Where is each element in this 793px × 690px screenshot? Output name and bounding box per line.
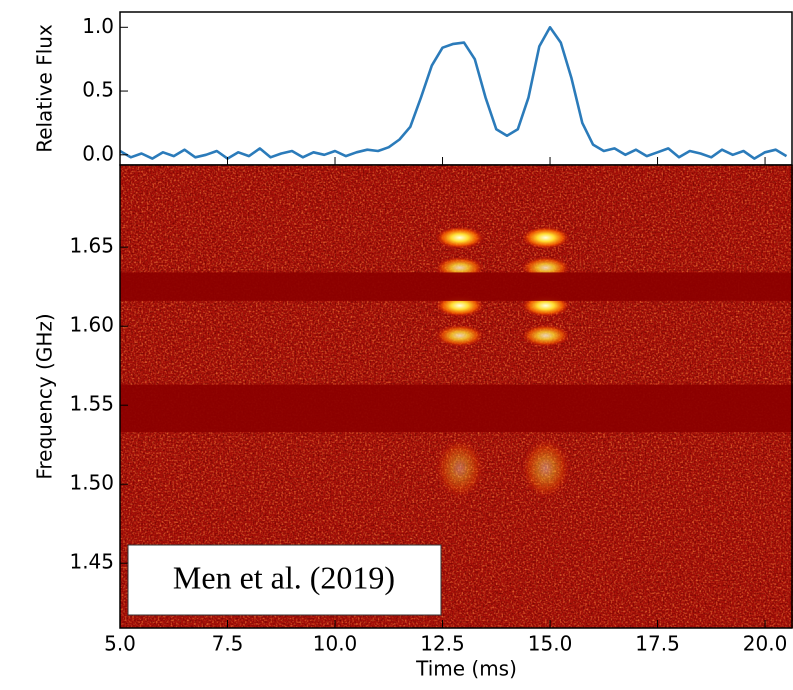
panel-frame	[119, 11, 793, 166]
x-tick-label: 12.5	[420, 632, 465, 656]
x-tick-label: 17.5	[635, 632, 680, 656]
annotation-box	[127, 544, 442, 616]
y-tick-label: 1.55	[69, 392, 114, 416]
burst-patch	[435, 438, 484, 499]
burst-patch	[435, 226, 484, 249]
y-tick-label: 1.50	[69, 471, 114, 495]
masked-band	[120, 272, 793, 301]
burst-patch	[521, 324, 570, 347]
x-tick-label: 20.0	[743, 632, 788, 656]
x-tick-label: 7.5	[212, 632, 244, 656]
x-tick-label: 10.0	[313, 632, 358, 656]
flux-line	[119, 26, 788, 160]
y-axis-label: Relative Flux	[33, 24, 57, 153]
y-tick-label: 1.60	[69, 313, 114, 337]
burst-patch	[521, 226, 570, 249]
y-tick-label: 1.0	[82, 14, 114, 38]
masked-band	[120, 384, 793, 433]
x-axis-label: Time (ms)	[415, 657, 517, 681]
burst-patch	[435, 324, 484, 347]
y-tick-label: 0.0	[82, 141, 114, 165]
burst-patch	[521, 438, 570, 499]
x-tick-label: 15.0	[528, 632, 573, 656]
annotation: Men et al. (2019)	[173, 559, 395, 595]
y-tick-label: 1.65	[69, 234, 114, 258]
y-tick-label: 1.45	[69, 550, 114, 574]
y-tick-label: 0.5	[82, 78, 114, 102]
x-tick-label: 5.0	[104, 632, 136, 656]
panel-frame	[119, 164, 793, 629]
y-axis-label: Frequency (GHz)	[33, 313, 57, 479]
